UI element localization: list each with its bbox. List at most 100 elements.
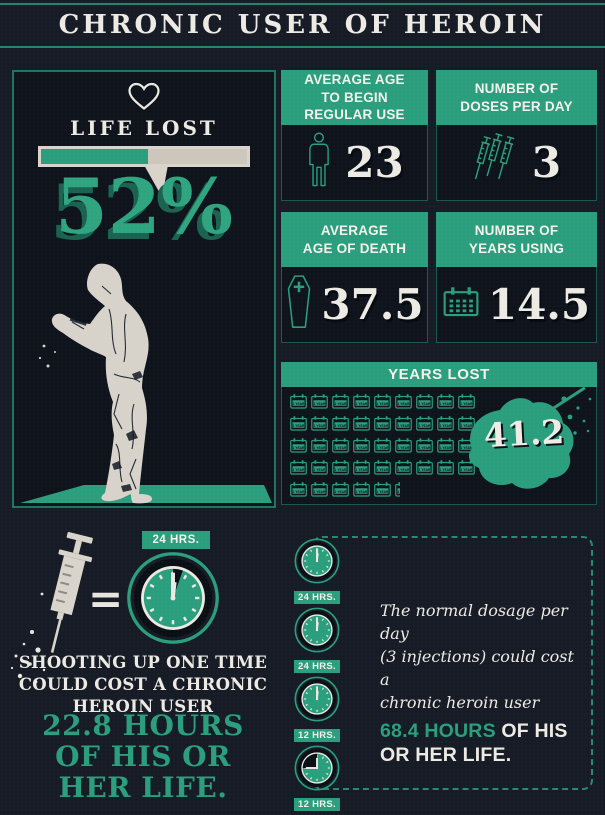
- calendar-unit-icon: 1 YEAR: [332, 460, 349, 475]
- svg-text:1 YEAR: 1 YEAR: [314, 446, 326, 450]
- svg-text:1 YEAR: 1 YEAR: [398, 490, 400, 494]
- dosage-clock-item: 12 HRS.: [294, 745, 340, 811]
- dosage-hours-value: 68.4 HOURS: [380, 720, 496, 742]
- stat-value: 23: [345, 138, 404, 187]
- stat-title: AVERAGE AGE TO BEGIN REGULAR USE: [281, 70, 428, 125]
- svg-text:1 YEAR: 1 YEAR: [419, 402, 431, 406]
- svg-text:1 YEAR: 1 YEAR: [335, 468, 347, 472]
- clock-icon: [294, 607, 340, 658]
- svg-text:1 YEAR: 1 YEAR: [398, 468, 410, 472]
- life-lost-progress-bar: [38, 146, 250, 167]
- calendar-unit-partial: 1 YEAR: [395, 482, 400, 497]
- svg-text:1 YEAR: 1 YEAR: [293, 490, 305, 494]
- clock-icon: [294, 538, 340, 589]
- calendar-unit-icon: 1 YEAR: [332, 394, 349, 409]
- calendar-unit-icon: 1 YEAR: [353, 394, 370, 409]
- calendar-unit-icon: 1 YEAR: [311, 394, 328, 409]
- calendar-unit-icon: 1 YEAR: [311, 438, 328, 453]
- svg-text:1 YEAR: 1 YEAR: [293, 402, 305, 406]
- stat-title: NUMBER OF YEARS USING: [436, 212, 597, 267]
- svg-text:1 YEAR: 1 YEAR: [377, 490, 389, 494]
- title-underline: [0, 46, 605, 48]
- svg-text:1 YEAR: 1 YEAR: [398, 424, 410, 428]
- calendar-unit-icon: 1 YEAR: [395, 460, 412, 475]
- svg-text:1 YEAR: 1 YEAR: [440, 424, 452, 428]
- calendar-unit-icon: 1 YEAR: [290, 394, 307, 409]
- stat-title: AVERAGE AGE OF DEATH: [281, 212, 428, 267]
- svg-text:1 YEAR: 1 YEAR: [419, 424, 431, 428]
- hours-label: 24 HRS.: [294, 660, 340, 673]
- calendar-unit-icon: 1 YEAR: [332, 482, 349, 497]
- calendar-unit-icon: 1 YEAR: [290, 438, 307, 453]
- hours-label: 12 HRS.: [294, 798, 340, 811]
- life-lost-heading: LIFE LOST: [70, 116, 218, 140]
- stat-value: 14.5: [487, 280, 591, 329]
- splat-blob: [450, 387, 596, 504]
- calendar-unit-icon: 1 YEAR: [353, 482, 370, 497]
- svg-text:1 YEAR: 1 YEAR: [377, 424, 389, 428]
- daily-dosage-frame: [312, 536, 593, 790]
- calendar-unit-icon: 1 YEAR: [437, 460, 454, 475]
- calendar-unit-icon: 1 YEAR: [416, 416, 433, 431]
- life-lost-percent: 52%: [55, 162, 233, 251]
- hours-label-24: 24 HRS.: [142, 531, 210, 549]
- svg-text:1 YEAR: 1 YEAR: [335, 402, 347, 406]
- shooting-up-description: SHOOTING UP ONE TIME COULD COST A CHRONI…: [18, 653, 268, 716]
- stat-box-doses-per-day: NUMBER OF DOSES PER DAY: [436, 70, 597, 201]
- clock-icon: [294, 676, 340, 727]
- dosage-script-text: The normal dosage per day (3 injections)…: [380, 601, 574, 712]
- calendar-unit-icon: 1 YEAR: [395, 438, 412, 453]
- clock-icon: [294, 745, 340, 796]
- top-accent-line: [0, 3, 605, 5]
- calendar-icon: [443, 286, 479, 323]
- calendar-unit-icon: 1 YEAR: [290, 460, 307, 475]
- svg-text:1 YEAR: 1 YEAR: [314, 424, 326, 428]
- equals-sign: =: [88, 574, 124, 623]
- stat-value: 37.5: [321, 280, 424, 329]
- calendar-unit-icon: 1 YEAR: [290, 482, 307, 497]
- svg-text:1 YEAR: 1 YEAR: [440, 468, 452, 472]
- dosage-clock-item: 12 HRS.: [294, 676, 340, 742]
- svg-text:1 YEAR: 1 YEAR: [356, 468, 368, 472]
- svg-text:1 YEAR: 1 YEAR: [377, 402, 389, 406]
- stat-title: NUMBER OF DOSES PER DAY: [436, 70, 597, 125]
- svg-text:1 YEAR: 1 YEAR: [419, 468, 431, 472]
- svg-text:1 YEAR: 1 YEAR: [314, 490, 326, 494]
- syringe-in-hand: [69, 317, 87, 326]
- calendar-unit-icon: 1 YEAR: [374, 460, 391, 475]
- hours-label: 12 HRS.: [294, 729, 340, 742]
- stat-box-begin-age: AVERAGE AGE TO BEGIN REGULAR USE 23: [281, 70, 428, 201]
- dosage-clock-item: 24 HRS.: [294, 538, 340, 604]
- svg-text:1 YEAR: 1 YEAR: [356, 490, 368, 494]
- calendar-unit-icon: 1 YEAR: [416, 438, 433, 453]
- stat-box-years-using: NUMBER OF YEARS USING 14.5: [436, 212, 597, 343]
- calendar-unit-icon: 1 YEAR: [353, 460, 370, 475]
- svg-text:1 YEAR: 1 YEAR: [377, 446, 389, 450]
- person-icon: [305, 132, 333, 193]
- calendar-unit-icon: 1 YEAR: [458, 416, 475, 431]
- bar-pointer: [144, 165, 168, 197]
- life-lost-panel: LIFE LOST 52%: [12, 70, 276, 508]
- svg-text:1 YEAR: 1 YEAR: [293, 468, 305, 472]
- crumbling-man-figure: [20, 263, 272, 504]
- shooting-up-highlight: 22.8 HOURS OF HIS OR HER LIFE.: [42, 709, 244, 804]
- calendar-unit-icon: 1 YEAR: [395, 394, 412, 409]
- calendar-unit-icon: 1 YEAR: [353, 438, 370, 453]
- syringes-icon: [472, 131, 520, 194]
- daily-dosage-text: The normal dosage per day (3 injections)…: [380, 599, 586, 767]
- years-lost-body: 1 YEAR 1 YEAR 1 YEAR 1 YEAR: [281, 387, 597, 505]
- svg-text:1 YEAR: 1 YEAR: [356, 424, 368, 428]
- calendar-unit-icon: 1 YEAR: [311, 482, 328, 497]
- life-lost-bar-fill: [41, 149, 149, 164]
- svg-text:1 YEAR: 1 YEAR: [314, 468, 326, 472]
- years-lost-heading: YEARS LOST: [281, 362, 597, 387]
- svg-text:1 YEAR: 1 YEAR: [461, 402, 473, 406]
- svg-text:1 YEAR: 1 YEAR: [335, 446, 347, 450]
- dosage-highlight-rest: OF HIS OR HER LIFE.: [380, 720, 568, 766]
- svg-text:1 YEAR: 1 YEAR: [398, 446, 410, 450]
- syringe-icon: [50, 531, 93, 653]
- calendar-unit-icon: 1 YEAR: [374, 416, 391, 431]
- calendar-unit-icon: 1 YEAR: [311, 460, 328, 475]
- years-lost-value: 41.2: [482, 411, 566, 456]
- svg-text:1 YEAR: 1 YEAR: [440, 402, 452, 406]
